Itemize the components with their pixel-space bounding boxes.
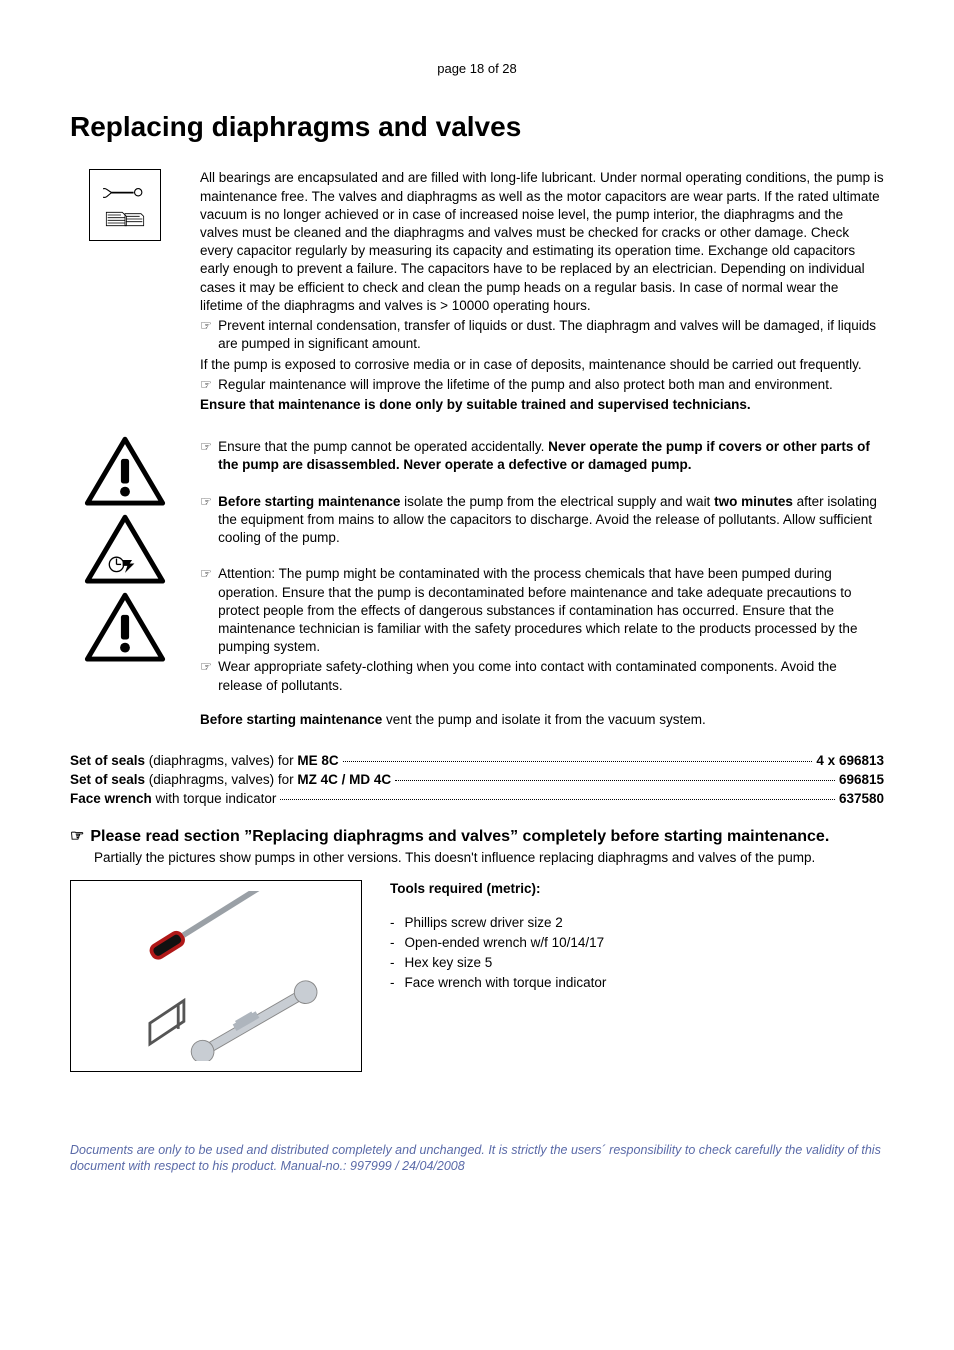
dash: - [390,934,395,952]
dash: - [390,914,395,932]
tool-text: Phillips screw driver size 2 [405,914,563,932]
tools-list-item: -Phillips screw driver size 2 [390,914,606,932]
bullet-never-operate: ☞ Ensure that the pump cannot be operate… [200,438,884,474]
bullet-text: Attention: The pump might be contaminate… [218,565,884,656]
heading-text: Please read section ”Replacing diaphragm… [90,826,829,848]
parts-lead: Set of seals (diaphragms, valves) for MZ… [70,771,391,789]
bullet-text: Prevent internal condensation, transfer … [218,317,884,353]
dotted-leader [343,761,813,762]
warning-icon [84,436,166,508]
dash: - [390,954,395,972]
pointer-icon: ☞ [200,658,212,694]
electrical-warning-icon [84,514,166,586]
parts-list-row: Face wrench with torque indicator 637580 [70,790,884,808]
parts-number: 637580 [839,790,884,808]
tool-text: Open-ended wrench w/f 10/14/17 [405,934,605,952]
parts-number: 4 x 696813 [816,752,884,770]
bullet-contamination: ☞ Attention: The pump might be contamina… [200,565,884,656]
pointer-icon: ☞ [200,493,212,548]
pointer-icon: ☞ [70,826,84,848]
page-title: Replacing diaphragms and valves [70,108,884,146]
warning-icon [84,592,166,664]
bullet-prevent-condensation: ☞ Prevent internal condensation, transfe… [200,317,884,353]
ensure-trained-line: Ensure that maintenance is done only by … [200,396,884,414]
bullet-text: Ensure that the pump cannot be operated … [218,438,884,474]
bullet-safety-clothing: ☞ Wear appropriate safety-clothing when … [200,658,884,694]
pointer-icon: ☞ [200,376,212,394]
wrench-icon [103,182,147,204]
tools-list-item: -Open-ended wrench w/f 10/14/17 [390,934,606,952]
pointer-icon: ☞ [200,565,212,656]
tool-text: Face wrench with torque indicator [405,974,607,992]
before-starting-line: Before starting maintenance vent the pum… [200,711,884,729]
dash: - [390,974,395,992]
bullet-text: Regular maintenance will improve the lif… [218,376,833,394]
bullet-regular-maintenance: ☞ Regular maintenance will improve the l… [200,376,884,394]
read-section-tail: Partially the pictures show pumps in oth… [94,849,884,867]
maintenance-icon-box [70,169,180,241]
documents-icon [105,210,145,228]
pointer-icon: ☞ [200,438,212,474]
bullet-text: Wear appropriate safety-clothing when yo… [218,658,884,694]
bullet-before-starting: ☞ Before starting maintenance isolate th… [200,493,884,548]
pointer-icon: ☞ [200,317,212,353]
read-section-heading: ☞ Please read section ”Replacing diaphra… [70,826,884,848]
parts-list-row: Set of seals (diaphragms, valves) for ME… [70,752,884,770]
page-number: page 18 of 28 [70,60,884,78]
bullet-text: Before starting maintenance isolate the … [218,493,884,548]
dotted-leader [280,799,835,800]
tools-list-item: -Face wrench with torque indicator [390,974,606,992]
intro-paragraph: All bearings are encapsulated and are fi… [200,169,884,315]
footer-disclaimer: Documents are only to be used and distri… [70,1142,884,1175]
parts-lead: Set of seals (diaphragms, valves) for ME… [70,752,339,770]
tool-text: Hex key size 5 [405,954,493,972]
dotted-leader [395,780,835,781]
tools-list-item: -Hex key size 5 [390,954,606,972]
tools-photo [70,880,362,1072]
parts-number: 696815 [839,771,884,789]
parts-lead: Face wrench with torque indicator [70,790,276,808]
corrosive-paragraph: If the pump is exposed to corrosive medi… [200,356,884,374]
parts-list-row: Set of seals (diaphragms, valves) for MZ… [70,771,884,789]
tools-title: Tools required (metric): [390,880,606,898]
